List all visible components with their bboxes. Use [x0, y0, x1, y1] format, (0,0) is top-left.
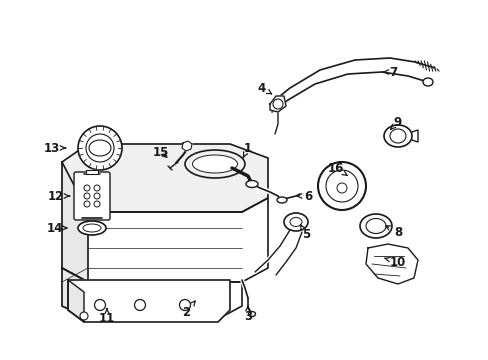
- Ellipse shape: [383, 125, 411, 147]
- Text: 12: 12: [48, 189, 70, 202]
- Circle shape: [325, 170, 357, 202]
- Ellipse shape: [365, 219, 385, 234]
- Ellipse shape: [359, 214, 391, 238]
- Text: 16: 16: [327, 162, 346, 175]
- Text: 5: 5: [300, 225, 309, 240]
- Ellipse shape: [184, 150, 244, 178]
- Polygon shape: [365, 244, 417, 284]
- Circle shape: [80, 312, 88, 320]
- Ellipse shape: [89, 140, 111, 156]
- Polygon shape: [68, 280, 84, 322]
- Polygon shape: [182, 141, 192, 151]
- Circle shape: [134, 300, 145, 310]
- Ellipse shape: [284, 213, 307, 231]
- Text: 7: 7: [383, 66, 396, 78]
- Ellipse shape: [78, 221, 106, 235]
- Circle shape: [317, 162, 365, 210]
- Ellipse shape: [289, 217, 302, 226]
- Ellipse shape: [336, 183, 346, 193]
- FancyBboxPatch shape: [74, 172, 110, 220]
- Polygon shape: [62, 198, 267, 282]
- Polygon shape: [68, 280, 229, 322]
- Circle shape: [84, 185, 90, 191]
- Circle shape: [86, 134, 114, 162]
- Circle shape: [272, 99, 283, 109]
- Circle shape: [150, 295, 160, 305]
- Polygon shape: [62, 268, 88, 318]
- Circle shape: [94, 185, 100, 191]
- Text: 14: 14: [47, 221, 66, 234]
- Ellipse shape: [245, 180, 258, 188]
- Text: 6: 6: [297, 189, 311, 202]
- Circle shape: [105, 295, 115, 305]
- Ellipse shape: [422, 78, 432, 86]
- Ellipse shape: [389, 129, 405, 143]
- Polygon shape: [62, 268, 242, 318]
- Ellipse shape: [203, 311, 210, 316]
- Text: 10: 10: [384, 256, 406, 269]
- Text: 1: 1: [243, 141, 251, 157]
- Text: 11: 11: [99, 309, 115, 324]
- Text: 8: 8: [385, 225, 401, 239]
- Circle shape: [179, 300, 190, 310]
- Polygon shape: [269, 96, 285, 112]
- Ellipse shape: [192, 155, 237, 173]
- Ellipse shape: [83, 224, 101, 232]
- Ellipse shape: [276, 197, 286, 203]
- Circle shape: [94, 201, 100, 207]
- Circle shape: [94, 193, 100, 199]
- Circle shape: [84, 193, 90, 199]
- Text: 9: 9: [390, 116, 401, 129]
- Ellipse shape: [248, 311, 255, 316]
- Text: 2: 2: [182, 301, 195, 319]
- Circle shape: [84, 201, 90, 207]
- Text: 4: 4: [257, 81, 271, 95]
- Polygon shape: [62, 162, 88, 282]
- Circle shape: [94, 300, 105, 310]
- Polygon shape: [86, 170, 98, 174]
- Text: 15: 15: [153, 145, 169, 158]
- Text: 3: 3: [244, 306, 251, 323]
- Text: 13: 13: [44, 141, 65, 154]
- Polygon shape: [62, 144, 267, 212]
- Circle shape: [195, 295, 204, 305]
- Circle shape: [78, 126, 122, 170]
